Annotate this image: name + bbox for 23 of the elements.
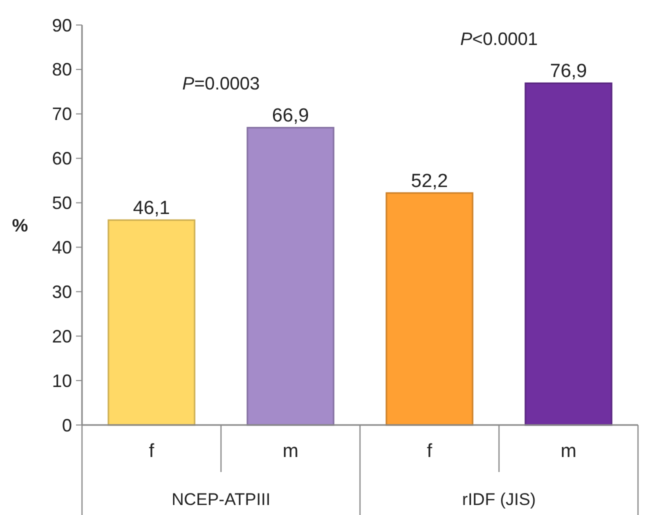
text: rIDF (JIS) xyxy=(462,490,536,509)
data-label: 46,1 xyxy=(133,198,170,220)
data-label: 76,9 xyxy=(550,61,587,82)
y-tick-label: 70 xyxy=(52,104,72,124)
y-tick-label: 10 xyxy=(52,370,72,391)
y-tick-label: 0 xyxy=(62,415,72,436)
annotation: P=0.0003 xyxy=(182,74,260,94)
x-tick-label: m xyxy=(560,441,576,462)
data-label: 52,2 xyxy=(411,171,448,192)
data-label: 66,9 xyxy=(272,106,309,127)
y-tick-label: 90 xyxy=(52,15,72,36)
y-tick-label: 60 xyxy=(52,148,72,169)
x-tick-label: m xyxy=(282,441,298,462)
y-tick-label: 40 xyxy=(52,238,72,258)
y-axis-title: % xyxy=(12,215,28,236)
y-tick-label: 50 xyxy=(52,193,72,214)
annotation: P<0.0001 xyxy=(460,29,538,50)
x-tick-label: f xyxy=(426,441,433,462)
y-tick-label: 30 xyxy=(52,282,72,302)
y-tick-label: 80 xyxy=(52,60,72,80)
y-tick-label: 20 xyxy=(52,326,72,346)
x-tick-label: f xyxy=(148,441,155,462)
text: NCEP-ATPIII xyxy=(172,490,270,509)
